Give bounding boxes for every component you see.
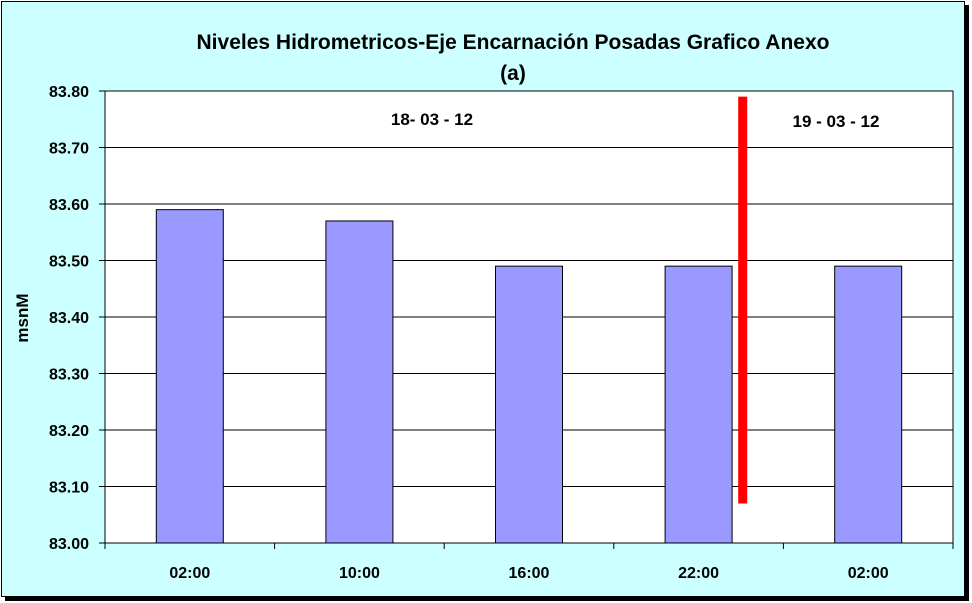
date-annotation-1: 18- 03 - 12 xyxy=(391,110,473,129)
y-tick-label: 83.00 xyxy=(49,536,89,553)
y-tick-labels: 83.00 83.10 83.20 83.30 83.40 83.50 83.60 83.70… xyxy=(49,84,89,553)
bar xyxy=(155,209,224,544)
bar xyxy=(325,220,394,544)
x-tick-label: 02:00 xyxy=(169,565,210,582)
x-tick-labels: 02:00 10:00 16:00 22:00 02:00 xyxy=(169,565,888,582)
y-tick-label: 83.60 xyxy=(49,197,89,214)
y-axis-label: msnM xyxy=(13,293,32,342)
y-tick-label: 83.70 xyxy=(49,141,89,158)
y-tick-label: 83.40 xyxy=(49,310,89,327)
chart-subtitle: (a) xyxy=(500,62,526,85)
date-annotation-2: 19 - 03 - 12 xyxy=(793,112,880,131)
bar xyxy=(664,265,733,544)
x-tick-label: 02:00 xyxy=(848,565,889,582)
x-tick-label: 22:00 xyxy=(678,565,719,582)
y-tick-label: 83.30 xyxy=(49,367,89,384)
y-tick-label: 83.50 xyxy=(49,254,89,271)
y-tick-label: 83.20 xyxy=(49,423,89,440)
chart-title: Niveles Hidrometricos-Eje Encarnación Po… xyxy=(197,31,830,54)
y-tick-label: 83.80 xyxy=(49,84,89,101)
x-tick-label: 16:00 xyxy=(509,565,550,582)
bar xyxy=(834,265,903,544)
bar xyxy=(495,265,563,544)
x-tick-label: 10:00 xyxy=(339,565,380,582)
y-tick-label: 83.10 xyxy=(49,480,89,497)
bars xyxy=(155,209,903,544)
